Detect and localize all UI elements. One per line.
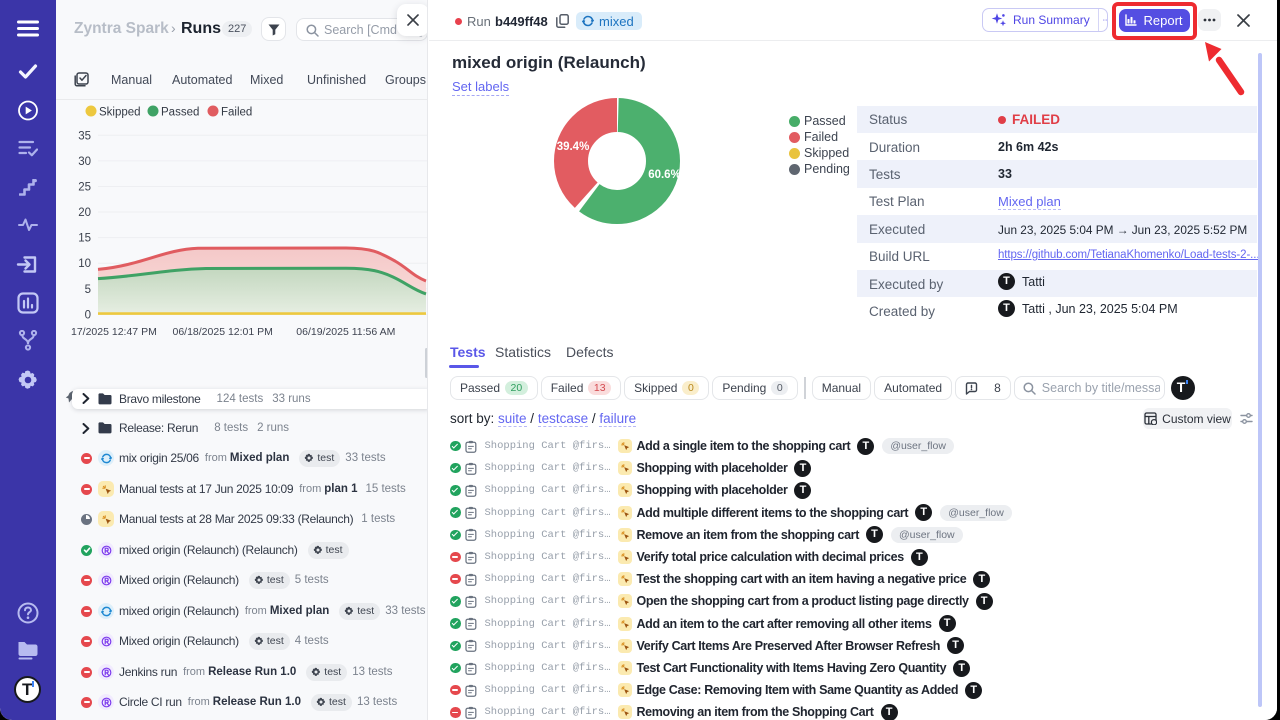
svg-text:39.4%: 39.4% [557, 141, 590, 153]
svg-text:Passed: Passed [161, 107, 199, 119]
svg-text:0: 0 [85, 310, 91, 322]
svg-text:60.6%: 60.6% [648, 169, 681, 181]
svg-text:06/18/2025 12:01 PM: 06/18/2025 12:01 PM [172, 326, 272, 338]
svg-text:35: 35 [78, 131, 91, 143]
svg-text:30: 30 [78, 156, 91, 168]
svg-text:06/19/2025 11:56 AM: 06/19/2025 11:56 AM [296, 326, 395, 338]
svg-text:Skipped: Skipped [99, 107, 141, 119]
svg-text:10: 10 [78, 258, 91, 270]
svg-text:15: 15 [78, 233, 91, 245]
svg-text:5: 5 [85, 284, 91, 296]
svg-text:17/2025 12:47 PM: 17/2025 12:47 PM [71, 326, 157, 338]
svg-text:20: 20 [78, 207, 91, 219]
svg-text:Failed: Failed [221, 107, 252, 119]
svg-text:25: 25 [78, 182, 91, 194]
